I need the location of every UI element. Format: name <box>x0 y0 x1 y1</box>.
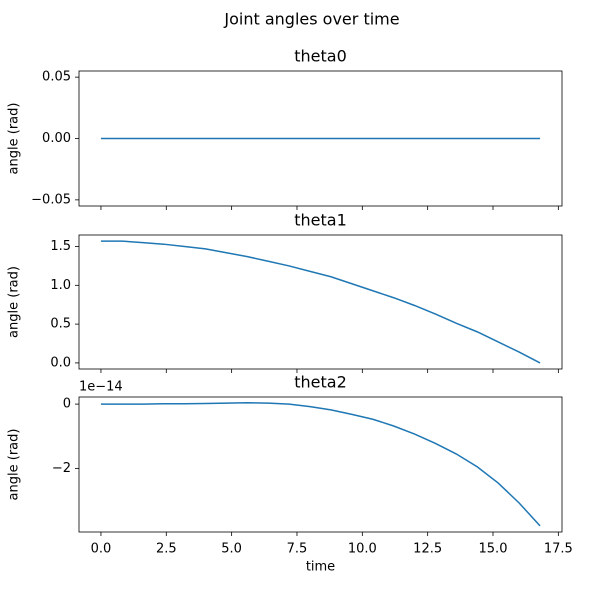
x-tick-label: 2.5 <box>156 542 177 557</box>
y-tick-label: 0.00 <box>42 131 71 146</box>
x-tick-label: 0.0 <box>91 542 112 557</box>
axes-frame <box>78 396 563 533</box>
y-tick-label: 0.0 <box>50 355 71 370</box>
figure-title: Joint angles over time <box>223 10 399 29</box>
x-tick-label: 12.5 <box>413 542 442 557</box>
y-tick-label: 1.0 <box>50 278 71 293</box>
x-tick-label: 5.0 <box>221 542 242 557</box>
axes-frame <box>78 234 563 370</box>
x-tick-label: 15.0 <box>479 542 508 557</box>
x-axis-label: time <box>306 560 335 575</box>
y-axis-label: angle (rad) <box>7 266 22 338</box>
data-line <box>100 402 541 527</box>
y-axis-label: angle (rad) <box>7 103 22 175</box>
y-tick-label: 1.5 <box>50 239 71 254</box>
axes-title: theta2 <box>294 373 347 392</box>
x-tick-label: 17.5 <box>544 542 573 557</box>
y-tick-label: 0.05 <box>42 70 71 85</box>
x-tick-label: 10.0 <box>348 542 377 557</box>
y-tick-label: 0.5 <box>50 317 71 332</box>
axes-title: theta1 <box>294 211 347 230</box>
y-tick-label: −0.05 <box>31 192 71 207</box>
data-line <box>100 240 541 364</box>
axes-frame <box>78 70 563 207</box>
y-tick-label: −2 <box>52 461 71 476</box>
x-tick-label: 7.5 <box>287 542 308 557</box>
y-offset-label: 1e−14 <box>79 380 123 395</box>
axes-title: theta0 <box>294 47 347 66</box>
y-axis-label: angle (rad) <box>7 429 22 501</box>
y-tick-label: 0 <box>63 397 71 412</box>
